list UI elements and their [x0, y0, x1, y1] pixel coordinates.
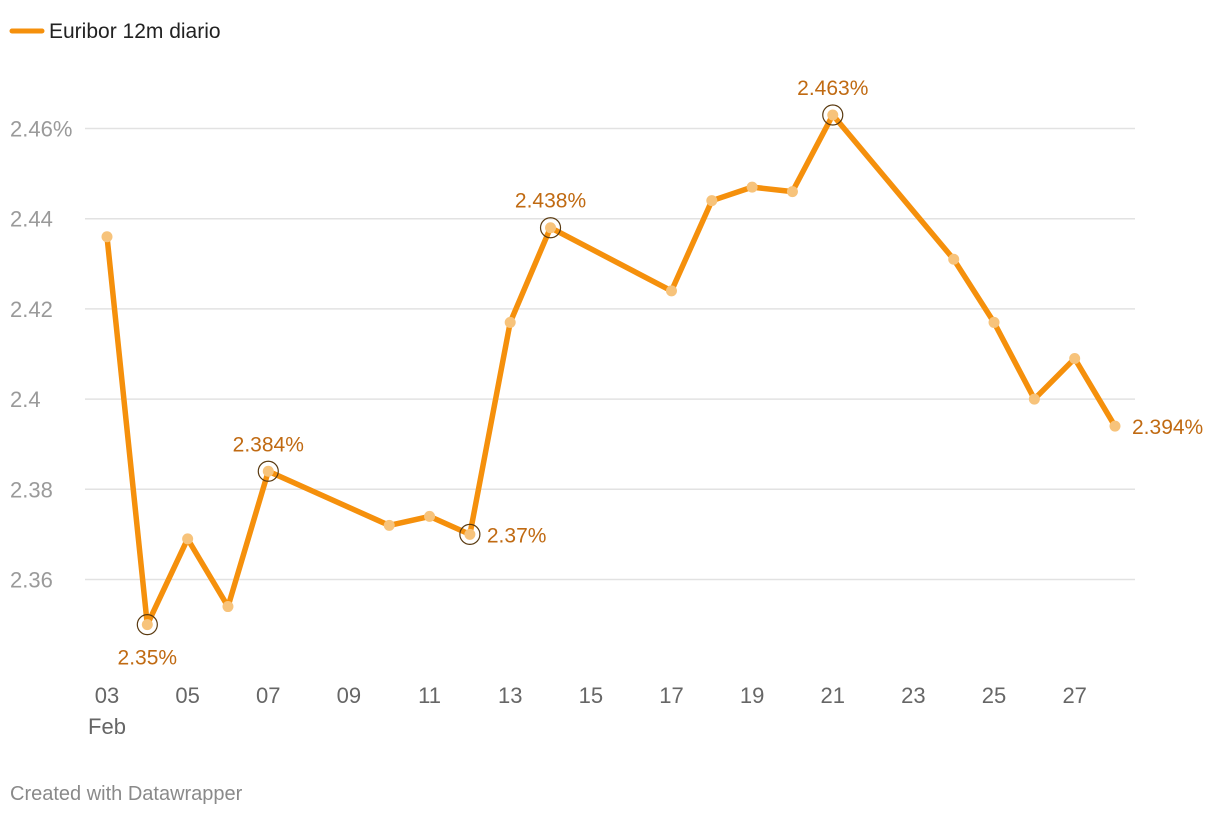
highlight-ring: [822, 104, 844, 126]
data-point: [706, 195, 718, 207]
data-label: 2.37%: [487, 524, 547, 547]
y-tick-label: 2.4: [10, 387, 41, 412]
x-tick-label: 25: [982, 683, 1006, 708]
data-label: 2.384%: [233, 433, 304, 456]
data-label: 2.463%: [797, 77, 868, 100]
y-tick-label: 2.36: [10, 568, 53, 593]
data-point: [827, 109, 839, 121]
highlight-ring: [459, 523, 481, 546]
annotations: 2.35% 2.384% 2.37% 2.438% 2.463% 2.394%: [118, 77, 1204, 670]
x-tick-label: 19: [740, 683, 764, 708]
data-label: 2.394%: [1132, 416, 1203, 439]
data-point: [545, 222, 557, 234]
x-tick-label: 07: [256, 683, 280, 708]
x-tick-label: 05: [175, 683, 199, 708]
data-label: 2.35%: [118, 647, 178, 670]
x-tick-label: 23: [901, 683, 925, 708]
y-axis: 2.36 2.38 2.4 2.42 2.44 2.46%: [10, 117, 72, 593]
highlight-ring: [539, 217, 562, 239]
x-tick-label: 15: [579, 683, 603, 708]
data-label: 2.438%: [515, 190, 586, 213]
data-point: [746, 181, 758, 193]
x-tick-label: 27: [1062, 683, 1086, 708]
x-tick-label: 03: [95, 683, 119, 708]
data-point: [424, 510, 436, 522]
y-tick-label: 2.44: [10, 207, 53, 232]
legend: Euribor 12m diario: [9, 20, 221, 43]
x-tick-label: 21: [821, 683, 845, 708]
highlight-ring: [257, 460, 279, 482]
legend-label: Euribor 12m diario: [49, 20, 221, 43]
x-tick-label: 13: [498, 683, 522, 708]
data-point: [101, 231, 113, 243]
y-tick-label: 2.42: [10, 297, 53, 322]
x-axis: 03 Feb 05 07 09 11 13 15 17 19 21 23 25 27: [88, 683, 1087, 739]
highlight-ring: [136, 613, 158, 636]
data-point: [948, 253, 960, 265]
data-point: [504, 316, 516, 328]
x-tick-label: 09: [337, 683, 361, 708]
y-tick-label: 2.38: [10, 477, 53, 502]
x-tick-sublabel: Feb: [88, 714, 126, 739]
x-tick-label: 17: [659, 683, 683, 708]
data-point: [464, 528, 476, 540]
y-tick-label: 2.46%: [10, 117, 72, 142]
data-point: [1028, 393, 1040, 405]
series: [101, 109, 1121, 631]
x-tick-label: 11: [418, 683, 441, 708]
data-point: [786, 186, 798, 198]
data-point: [222, 601, 234, 613]
data-point: [1069, 353, 1081, 365]
credit-text: Created with Datawrapper: [10, 783, 243, 805]
gridlines: [85, 127, 1135, 581]
data-point: [182, 533, 194, 545]
data-point: [141, 619, 153, 631]
data-point: [988, 316, 1000, 328]
data-point: [383, 519, 395, 531]
data-point: [262, 465, 274, 477]
series-line: [104, 112, 1118, 628]
data-point: [665, 285, 677, 297]
data-point: [1109, 420, 1121, 432]
